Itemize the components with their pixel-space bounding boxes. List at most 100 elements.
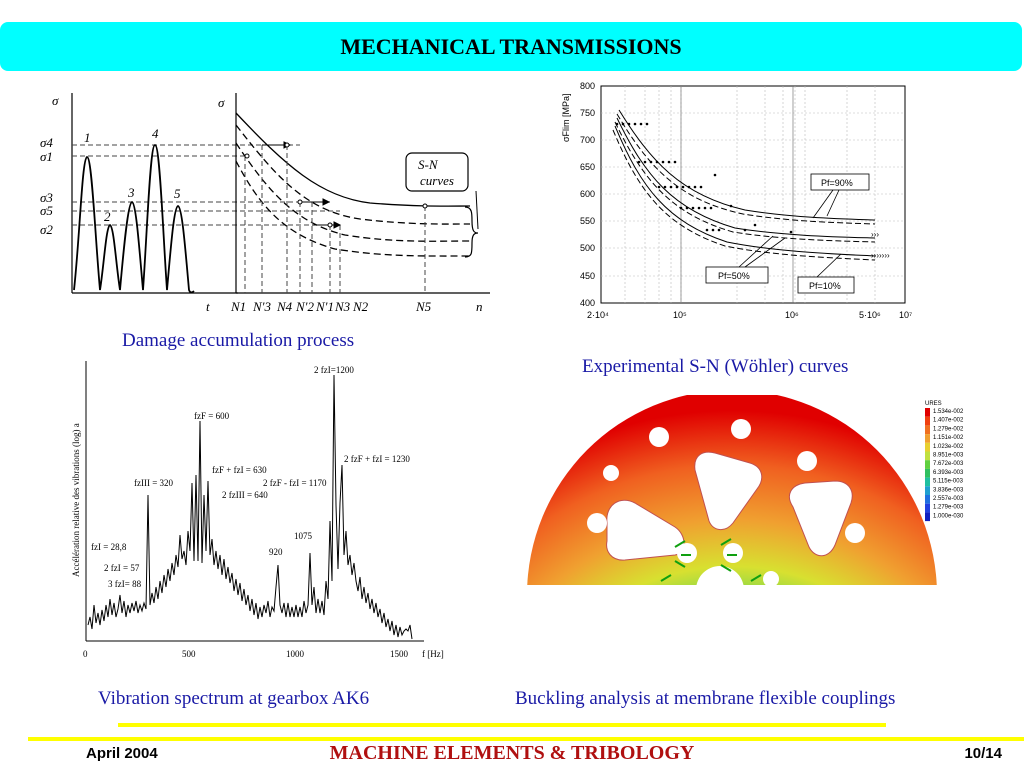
peak-fzI-28: fzI = 28,8 [91, 542, 127, 552]
sn-ytick-450: 450 [580, 271, 595, 281]
sn-curve-dashed-3 [235, 160, 471, 257]
fea-legend-value: 1.279e-003 [933, 505, 964, 511]
hole-4 [845, 523, 865, 543]
sn-curve-dashed-1 [235, 124, 471, 225]
fea-legend-swatch [925, 460, 930, 469]
hole-3 [797, 451, 817, 471]
hole-5 [587, 513, 607, 533]
svg-text:›››: ››› [871, 230, 879, 239]
sn-label-90: Pf=90% [821, 178, 853, 188]
fea-legend-title: URES [925, 401, 942, 407]
fea-legend-swatch [925, 434, 930, 443]
spectrum-trace [87, 374, 413, 640]
sn-xtick-1e5: 10⁵ [673, 310, 687, 320]
fea-legend-labels: 1.534e-002 1.407e-002 1.279e-002 1.151e-002… [933, 409, 964, 519]
sn-ytick-600: 600 [580, 189, 595, 199]
fea-legend-swatch [925, 442, 930, 452]
peak-label-5: 5 [174, 186, 181, 201]
n-label-N1: N1 [230, 299, 246, 314]
sn-xtick-2e4: 2·10⁴ [587, 310, 609, 320]
fea-legend-value: 7.672e-003 [933, 461, 964, 467]
hub-hole [696, 566, 744, 585]
peak-3fzI-88: 3 fzI= 88 [108, 579, 142, 589]
sn-label-50: Pf=50% [718, 271, 750, 281]
fea-legend-swatch [925, 416, 930, 426]
sn-curve-90-b [616, 113, 876, 225]
stress-label-sigma2: σ2 [40, 222, 53, 237]
sn-curves-chart: 800 750 700 650 600 550 500 450 400 σFli… [561, 81, 912, 320]
peak-920: 920 [269, 547, 283, 557]
peak-label-1: 1 [84, 130, 91, 145]
stress-label-sigma4: σ4 [40, 135, 53, 150]
vibration-spectrum-chart: Accélération relative des vibrations (lo… [71, 361, 444, 659]
fea-legend-swatch [925, 495, 930, 504]
fea-legend-swatch [925, 486, 930, 495]
fea-legend-swatch [925, 468, 930, 478]
fea-legend-value: 1.000e-030 [933, 513, 964, 519]
stress-label-sigma1: σ1 [40, 149, 53, 164]
fea-caption: Buckling analysis at membrane flexible c… [515, 688, 896, 709]
fea-legend-value: 1.023e-002 [933, 444, 964, 450]
peak-1075: 1075 [294, 531, 313, 541]
peak-2fzF-plus-fzI: 2 fzF + fzI = 1230 [344, 454, 410, 464]
n-label-N1p: N'1 [315, 299, 334, 314]
spectrum-xtick-0: 0 [83, 649, 88, 659]
sn-label-90-box [810, 173, 870, 191]
sn-label-10: Pf=10% [809, 281, 841, 291]
bracket [464, 206, 479, 258]
hole-2 [731, 419, 751, 439]
right-y-axis-label: σ [218, 95, 225, 110]
sn-curve-dashed-2 [235, 142, 471, 242]
peak-label-3: 3 [127, 185, 135, 200]
fea-legend-value: 6.393e-003 [933, 470, 964, 476]
sn-xtick-1e6: 10⁶ [785, 310, 799, 320]
n-label-N3p: N'3 [252, 299, 271, 314]
sn-ytick-400: 400 [580, 298, 595, 308]
hole-7 [677, 543, 697, 563]
peak-2fzI-1200: 2 fzI=1200 [314, 365, 354, 375]
n-label-N3: N3 [334, 299, 351, 314]
fea-legend-swatch [925, 503, 930, 513]
peak-fzF-600: fzF = 600 [194, 411, 230, 421]
spectrum-xlabel: f [Hz] [422, 649, 444, 659]
peak-fzF-plus-fzI: fzF + fzI = 630 [212, 465, 267, 475]
spectrum-xtick-1500: 1500 [390, 649, 409, 659]
footer-date: April 2004 [86, 745, 158, 762]
sn-curve-10 [614, 125, 876, 257]
peak-label-4: 4 [152, 126, 159, 141]
fea-legend-swatch [925, 451, 930, 461]
sn-curve-90 [618, 109, 876, 221]
left-x-axis-label: t [206, 299, 210, 314]
fea-legend-value: 1.534e-002 [933, 409, 964, 415]
n-label-N4: N4 [276, 299, 293, 314]
sn-curve-10-b [612, 129, 876, 261]
n-label-N5: N5 [415, 299, 432, 314]
fea-legend-value: 1.151e-002 [933, 435, 964, 441]
peak-2fzI-57: 2 fzI = 57 [104, 563, 140, 573]
spectrum-ylabel: Accélération relative des vibrations (lo… [71, 423, 81, 577]
fea-legend-value: 8.951e-003 [933, 453, 964, 459]
slide-title: MECHANICAL TRANSMISSIONS [340, 33, 682, 59]
hole-1 [649, 427, 669, 447]
footer-course-title: MACHINE ELEMENTS & TRIBOLOGY [329, 742, 695, 764]
sn-ylabel: σFlim [MPa] [561, 93, 571, 142]
stress-label-sigma3: σ3 [40, 190, 53, 205]
sn-ytick-800: 800 [580, 81, 595, 91]
hole-6 [603, 465, 619, 481]
sn-ytick-550: 550 [580, 216, 595, 226]
damage-accumulation-diagram: σ t σ4 σ1 σ3 σ5 σ2 1 2 3 4 5 σ n [40, 93, 490, 314]
footer-rule-short [118, 723, 886, 727]
sn-ytick-650: 650 [580, 162, 595, 172]
fea-legend-swatch [925, 512, 930, 522]
fea-legend-swatch [925, 408, 930, 417]
fea-legend-value: 2.557e-003 [933, 496, 964, 502]
sn-box-line2: curves [420, 173, 454, 188]
left-y-axis-label: σ [52, 93, 59, 108]
peak-2fzIII-640: 2 fzIII = 640 [222, 490, 268, 500]
spectrum-caption: Vibration spectrum at gearbox AK6 [98, 688, 370, 709]
sn-curve-50-b [614, 121, 876, 243]
stress-label-sigma5: σ5 [40, 203, 53, 218]
sn-box-line1: S-N [418, 157, 439, 172]
svg-text:›››››››: ››››››› [871, 251, 890, 260]
damage-caption: Damage accumulation process [122, 330, 355, 351]
